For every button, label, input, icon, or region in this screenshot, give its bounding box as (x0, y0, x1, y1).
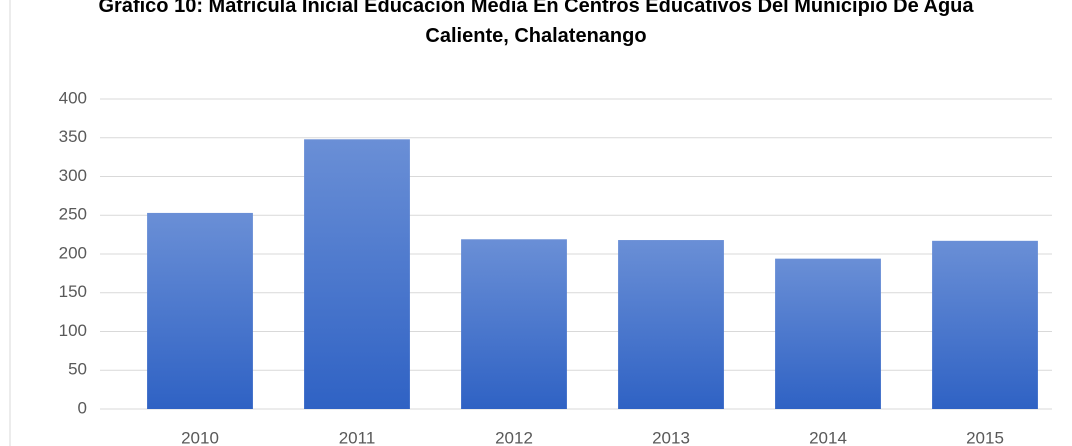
y-tick-label: 150 (59, 282, 87, 301)
y-tick-label: 200 (59, 243, 87, 262)
bar (461, 239, 567, 409)
y-tick-label: 100 (59, 321, 87, 340)
y-tick-label: 50 (68, 360, 87, 379)
bar (618, 240, 724, 409)
y-tick-label: 250 (59, 205, 87, 224)
bar (932, 240, 1038, 409)
x-tick-label: 2015 (966, 428, 1004, 446)
chart-title: Gráfico 10: Matrícula Inicial Educación … (98, 0, 974, 47)
x-tick-label: 2013 (652, 428, 690, 446)
x-tick-label: 2014 (809, 428, 847, 446)
y-tick-label: 350 (59, 127, 87, 146)
x-tick-label: 2012 (495, 428, 533, 446)
bar (304, 139, 410, 410)
bar (147, 212, 253, 409)
x-tick-label: 2010 (181, 428, 219, 446)
y-tick-label: 0 (78, 398, 87, 417)
y-tick-label: 300 (59, 166, 87, 185)
bar (775, 258, 881, 409)
x-tick-label: 2011 (339, 428, 376, 446)
y-tick-label: 400 (59, 88, 87, 107)
